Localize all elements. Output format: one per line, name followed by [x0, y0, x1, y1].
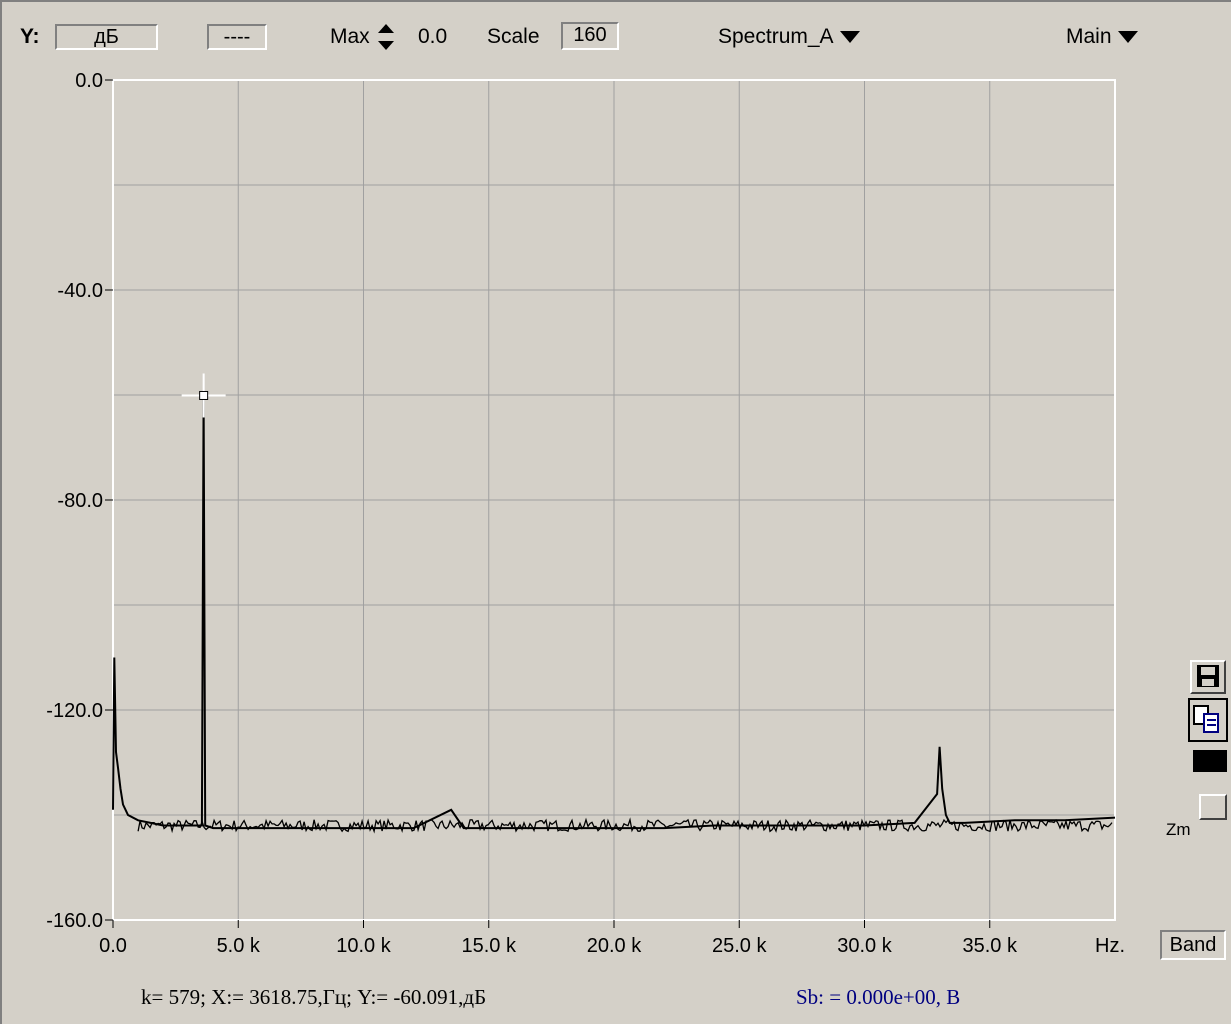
- x-tick-label: 20.0 k: [587, 935, 642, 957]
- x-tick-label: 10.0 k: [336, 935, 391, 957]
- noise-texture: [137, 817, 1113, 834]
- dashes-field[interactable]: ----: [207, 24, 267, 50]
- window-frame-left: [0, 0, 2, 1024]
- x-tick-label: 0.0: [99, 935, 127, 957]
- scale-label: Scale: [487, 25, 540, 48]
- x-tick-label: 5.0 k: [217, 935, 261, 957]
- zm-label: Zm: [1166, 820, 1191, 839]
- copy-icon: [1193, 705, 1219, 733]
- mode-dropdown[interactable]: Main: [1066, 25, 1138, 49]
- y-tick-label: -40.0: [57, 280, 103, 302]
- y-tick-label: -80.0: [57, 490, 103, 512]
- y-tick-label: -160.0: [46, 910, 103, 932]
- cursor-readout: k= 579; X:= 3618.75,Гц; Y:= -60.091,дБ: [141, 985, 487, 1009]
- save-button[interactable]: [1190, 660, 1226, 694]
- max-value: 0.0: [418, 25, 448, 48]
- scale-field[interactable]: 160: [561, 22, 619, 50]
- x-tick-label: 35.0 k: [963, 935, 1018, 957]
- copy-button[interactable]: [1188, 698, 1228, 742]
- mode-dropdown-label: Main: [1066, 25, 1112, 48]
- x-axis-label: Hz.: [1095, 935, 1125, 957]
- chevron-down-icon: [839, 31, 860, 44]
- toolbar: Y: дБ ---- Max 0.0 Scale 160 Spectrum_A …: [0, 0, 1231, 60]
- up-down-arrows-icon[interactable]: [376, 22, 396, 52]
- chart-grid: [113, 80, 1115, 920]
- x-tick-label: 25.0 k: [712, 935, 767, 957]
- y-tick-label: 0.0: [75, 70, 103, 92]
- max-label: Max: [330, 25, 370, 48]
- spectrum-trace: [112, 395, 1116, 830]
- window-frame-top: [0, 0, 1231, 2]
- floppy-disk-icon: [1197, 665, 1219, 687]
- crosshair-marker: [199, 390, 209, 400]
- chart-ticks: 0.0 -40.0 -80.0 -120.0 -160.0 0.0 5.0 k 10.0 k 1…: [46, 70, 1125, 957]
- x-tick-label: 15.0 k: [462, 935, 517, 957]
- color-swatch[interactable]: [1193, 750, 1227, 772]
- channel-dropdown[interactable]: Spectrum_A: [718, 25, 860, 49]
- y-axis-label: Y:: [20, 25, 40, 48]
- chart-cursor: [181, 373, 226, 418]
- channel-dropdown-label: Spectrum_A: [718, 25, 834, 48]
- max-spinner[interactable]: [376, 22, 396, 58]
- band-button[interactable]: Band: [1160, 930, 1226, 960]
- sb-readout: Sb: = 0.000e+00, В: [796, 985, 961, 1009]
- zm-checkbox[interactable]: [1199, 794, 1227, 820]
- y-tick-label: -120.0: [46, 700, 103, 722]
- noise-floor: [137, 817, 1113, 834]
- chevron-down-icon: [1117, 31, 1138, 44]
- x-tick-label: 30.0 k: [837, 935, 892, 957]
- unit-field[interactable]: дБ: [55, 24, 158, 50]
